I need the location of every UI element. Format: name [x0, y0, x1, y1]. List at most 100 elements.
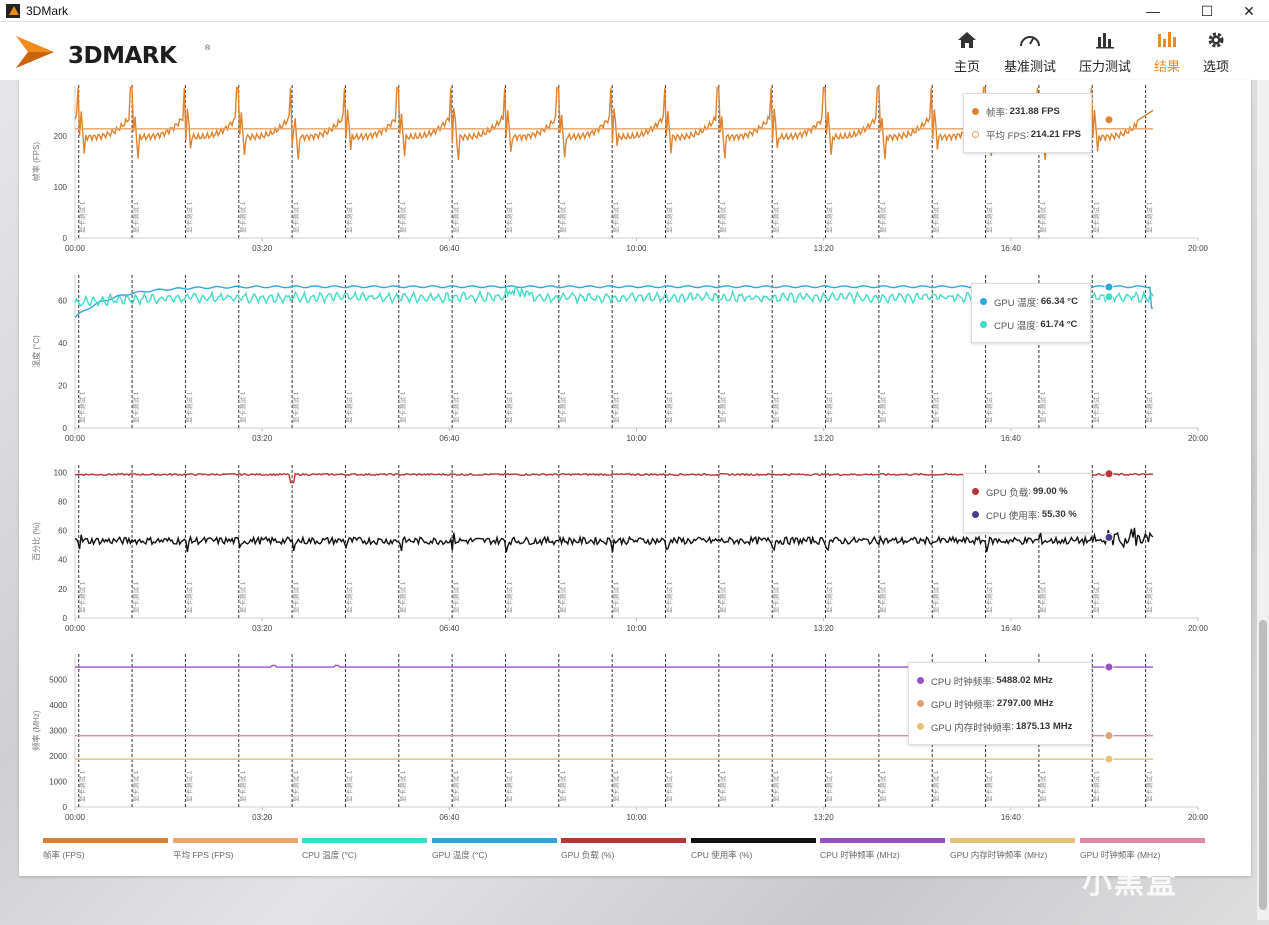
test-marker-label: 显卡测试 1	[611, 770, 620, 802]
tooltip-label: GPU 负载	[986, 487, 1029, 499]
tooltip-value: 1875.13 MHz	[1015, 721, 1073, 732]
test-marker-label: 显卡测试 1	[771, 581, 780, 613]
legend-swatch	[820, 838, 945, 843]
scrollbar-thumb[interactable]	[1259, 620, 1267, 910]
logo-registered-mark: ®	[205, 45, 211, 52]
minimize-button[interactable]: —	[1146, 3, 1160, 19]
test-marker-label: 显卡测试 1	[78, 201, 87, 233]
legend-label: CPU 使用率 (%)	[691, 850, 753, 860]
test-marker-label: 显卡测试 1	[131, 770, 140, 802]
test-marker-label: 显卡测试 1	[131, 581, 140, 613]
test-marker-label: 显卡测试 1	[504, 391, 513, 423]
legend-swatch	[1080, 838, 1205, 843]
gauge-icon	[1019, 28, 1041, 52]
series-line	[74, 527, 1154, 553]
test-marker-label: 显卡测试 1	[291, 391, 300, 423]
x-tick-label: 10:00	[626, 813, 647, 822]
title-bar: 3DMark — ☐ ✕	[0, 0, 1269, 22]
tooltip-row: GPU 负载:99.00 %	[972, 480, 1083, 503]
test-marker-label: 显卡测试 1	[1091, 770, 1100, 802]
test-marker-label: 显卡测试 1	[504, 770, 513, 802]
legend-item-cpu-usage[interactable]: CPU 使用率 (%)	[691, 838, 816, 861]
legend-item-gpu-load[interactable]: GPU 负载 (%)	[561, 838, 686, 861]
nav-home[interactable]: 主页	[954, 28, 980, 75]
x-tick-label: 10:00	[626, 624, 647, 633]
x-tick-label: 20:00	[1188, 434, 1209, 443]
window-title: 3DMark	[26, 3, 69, 18]
maximize-button[interactable]: ☐	[1200, 2, 1214, 19]
3dmark-logo[interactable]: 3DMARK ®	[14, 30, 210, 74]
legend-item-cpu-temp[interactable]: CPU 温度 (°C)	[302, 838, 427, 861]
series-dot	[980, 321, 987, 328]
y-tick-label: 3000	[49, 727, 67, 736]
hover-point	[1104, 532, 1114, 542]
x-tick-label: 20:00	[1188, 244, 1209, 253]
test-marker-label: 显卡测试 1	[718, 770, 727, 802]
tooltip-load: GPU 负载:99.00 % CPU 使用率:55.30 %	[963, 473, 1092, 533]
legend-label: GPU 温度 (°C)	[432, 850, 488, 860]
series-dot	[980, 298, 987, 305]
legend-item-avg-fps[interactable]: 平均 FPS (FPS)	[173, 838, 298, 861]
test-marker-label: 显卡测试 1	[291, 770, 300, 802]
nav-home-label: 主页	[954, 59, 981, 74]
test-marker-label: 显卡测试 1	[504, 581, 513, 613]
x-tick-label: 03:20	[252, 434, 273, 443]
test-marker-label: 显卡测试 1	[131, 201, 140, 233]
x-tick-label: 16:40	[1001, 434, 1022, 443]
logo-text: 3DMARK	[68, 43, 177, 69]
tooltip-row: GPU 温度:66.34 °C	[980, 290, 1082, 313]
test-marker-label: 显卡测试 1	[451, 201, 460, 233]
series-dot	[917, 677, 924, 684]
test-marker-label: 显卡测试 1	[184, 581, 193, 613]
test-marker-label: 显卡测试 1	[985, 581, 994, 613]
vertical-scrollbar[interactable]	[1257, 80, 1269, 920]
test-marker-label: 显卡测试 1	[825, 201, 834, 233]
test-marker-label: 显卡测试 1	[878, 770, 887, 802]
legend-item-cpu-clock[interactable]: CPU 时钟频率 (MHz)	[820, 838, 945, 861]
legend-label: GPU 内存时钟频率 (MHz)	[950, 850, 1048, 860]
legend-label: 平均 FPS (FPS)	[173, 850, 234, 860]
nav-results[interactable]: 结果	[1154, 28, 1180, 75]
legend-item-gpu-mem-clock[interactable]: GPU 内存时钟频率 (MHz)	[950, 838, 1075, 861]
test-marker-label: 显卡测试 1	[238, 581, 247, 613]
x-tick-label: 03:20	[252, 244, 273, 253]
tooltip-value: 55.30 %	[1041, 509, 1077, 520]
nav-stress-tests[interactable]: 压力测试	[1079, 28, 1131, 75]
nav-options[interactable]: 选项	[1203, 28, 1229, 75]
test-marker-label: 显卡测试 1	[558, 770, 567, 802]
legend-item-fps[interactable]: 帧率 (FPS)	[43, 838, 168, 861]
tooltip-fps: 帧率:231.88 FPS 平均 FPS:214.21 FPS	[963, 93, 1092, 153]
test-marker-label: 显卡测试 1	[558, 391, 567, 423]
y-tick-label: 40	[58, 556, 67, 565]
results-panel: 0 100 200 帧率 (FPS) 00:00 03:20 06:40 10:00 13:20…	[19, 80, 1251, 876]
legend-item-gpu-clock[interactable]: GPU 时钟频率 (MHz)	[1080, 838, 1205, 861]
close-button[interactable]: ✕	[1243, 2, 1255, 19]
test-marker-label: 显卡测试 1	[344, 391, 353, 423]
test-marker-label: 显卡测试 1	[1145, 770, 1154, 802]
test-marker-label: 显卡测试 1	[665, 770, 674, 802]
home-icon	[957, 28, 977, 52]
test-marker-label: 显卡测试 1	[398, 770, 407, 802]
legend-label: GPU 负载 (%)	[561, 850, 615, 860]
legend-item-gpu-temp[interactable]: GPU 温度 (°C)	[432, 838, 557, 861]
x-tick-label: 10:00	[626, 434, 647, 443]
test-marker-label: 显卡测试 1	[451, 770, 460, 802]
y-tick-label: 40	[58, 339, 67, 348]
tooltip-value: 66.34 °C	[1040, 296, 1078, 307]
x-tick-label: 00:00	[65, 624, 86, 633]
x-tick-label: 16:40	[1001, 624, 1022, 633]
y-tick-label: 2000	[49, 752, 67, 761]
test-marker-label: 显卡测试 1	[718, 201, 727, 233]
x-tick-label: 06:40	[439, 244, 460, 253]
tooltip-label: GPU 时钟频率	[931, 699, 993, 711]
hover-point	[1104, 754, 1114, 764]
test-marker-label: 显卡测试 1	[985, 770, 994, 802]
series-dot	[917, 723, 924, 730]
y-tick-label: 4000	[49, 701, 67, 710]
test-marker-label: 显卡测试 1	[1145, 201, 1154, 233]
series-dot	[972, 108, 979, 115]
test-marker-label: 显卡测试 1	[398, 201, 407, 233]
test-marker-label: 显卡测试 1	[558, 581, 567, 613]
nav-benchmarks[interactable]: 基准测试	[1004, 28, 1056, 75]
